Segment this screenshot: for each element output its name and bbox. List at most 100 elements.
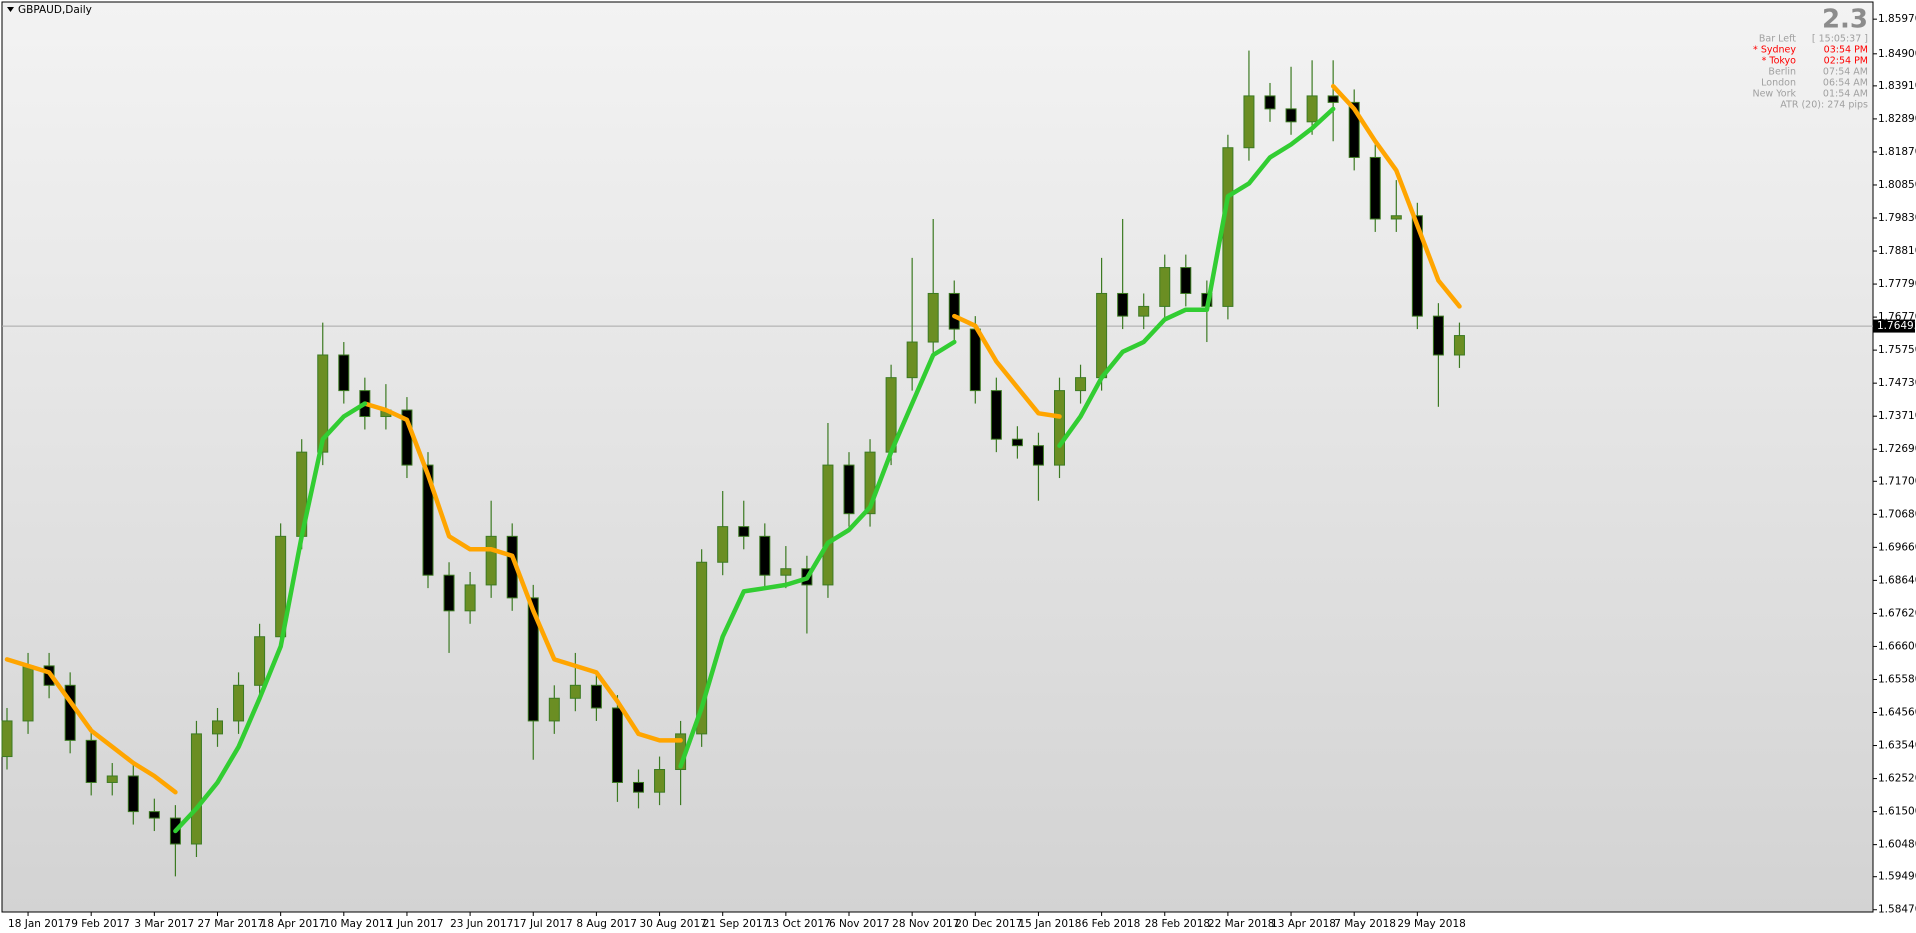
candle-body bbox=[1453, 335, 1465, 356]
candle-body bbox=[948, 292, 960, 330]
info-value: 02:54 PM bbox=[1824, 56, 1868, 67]
x-tick-label: 3 Mar 2017 bbox=[134, 918, 194, 930]
candle-body bbox=[1032, 445, 1044, 466]
info-value: 06:54 AM bbox=[1823, 78, 1868, 89]
candle-body bbox=[233, 684, 245, 722]
x-tick-label: 22 Mar 2018 bbox=[1208, 918, 1275, 930]
candle-body bbox=[1, 720, 13, 758]
y-tick-label: 1.67620 bbox=[1878, 607, 1916, 619]
x-tick-label: 9 Feb 2017 bbox=[71, 918, 130, 930]
candle-body bbox=[654, 769, 666, 793]
candle-body bbox=[1011, 438, 1023, 447]
candle-body bbox=[22, 665, 34, 722]
candle-body bbox=[338, 354, 350, 392]
candle-body bbox=[548, 697, 560, 722]
y-tick-label: 1.69660 bbox=[1878, 541, 1916, 553]
x-tick-label: 18 Apr 2017 bbox=[261, 918, 326, 930]
info-label: * Sydney bbox=[1753, 45, 1796, 56]
axes: 1.58470 1.59490 1.60480 1.61500 1.62520 1.635… bbox=[8, 13, 1916, 930]
y-tick-label: 1.58470 bbox=[1878, 904, 1916, 916]
x-tick-label: 20 Dec 2017 bbox=[955, 918, 1022, 930]
candle-body bbox=[927, 292, 939, 343]
x-tick-label: 13 Apr 2018 bbox=[1271, 918, 1336, 930]
candle-body bbox=[443, 574, 455, 612]
y-tick-label: 1.79830 bbox=[1878, 212, 1916, 224]
y-tick-label: 1.72690 bbox=[1878, 443, 1916, 455]
x-tick-label: 28 Nov 2017 bbox=[892, 918, 959, 930]
y-tick-label: 1.60480 bbox=[1878, 839, 1916, 851]
candle-body bbox=[843, 464, 855, 515]
indicator-line bbox=[173, 106, 1336, 834]
candle-body bbox=[1327, 95, 1339, 103]
candle-body bbox=[780, 568, 792, 576]
y-tick-label: 1.66600 bbox=[1878, 640, 1916, 652]
y-tick-label: 1.59490 bbox=[1878, 871, 1916, 883]
y-tick-label: 1.74730 bbox=[1878, 377, 1916, 389]
candle-body bbox=[1096, 292, 1108, 379]
y-tick-label: 1.84900 bbox=[1878, 48, 1916, 60]
candle-body bbox=[822, 464, 834, 586]
candle-body bbox=[212, 720, 223, 735]
info-panel: 2.3 Bar Left [ 15:05:37 ] * Sydney 03:54 PM… bbox=[1752, 5, 1868, 111]
y-tick-label: 1.77790 bbox=[1878, 278, 1916, 290]
candle-body bbox=[717, 526, 729, 563]
candle-body bbox=[1075, 377, 1087, 392]
x-tick-label: 30 Aug 2017 bbox=[640, 918, 707, 930]
y-tick-label: 1.71700 bbox=[1878, 475, 1916, 487]
candle-body bbox=[85, 739, 97, 783]
candle-body bbox=[1054, 390, 1065, 466]
x-tick-label: 8 Aug 2017 bbox=[576, 918, 637, 930]
x-tick-label: 27 Mar 2017 bbox=[198, 918, 265, 930]
x-tick-label: 28 Feb 2018 bbox=[1145, 918, 1210, 930]
candle-body bbox=[106, 775, 118, 783]
plot-area bbox=[1, 1, 1874, 913]
x-tick-label: 13 Oct 2017 bbox=[766, 918, 831, 930]
info-label: Berlin bbox=[1768, 67, 1796, 78]
y-tick-label: 1.78810 bbox=[1878, 245, 1916, 257]
candles bbox=[1, 50, 1465, 877]
info-value: 03:54 PM bbox=[1824, 45, 1868, 56]
info-value: 01:54 AM bbox=[1823, 89, 1868, 100]
y-tick-label: 1.80850 bbox=[1878, 179, 1916, 191]
info-label: Bar Left bbox=[1759, 34, 1796, 45]
current-price-box bbox=[1873, 319, 1915, 333]
atr-label: ATR (20): 274 pips bbox=[1780, 100, 1868, 111]
candle-body bbox=[906, 341, 918, 379]
info-label: New York bbox=[1752, 89, 1796, 100]
y-tick-label: 1.65580 bbox=[1878, 673, 1916, 685]
x-tick-label: 6 Feb 2018 bbox=[1082, 918, 1141, 930]
candle-body bbox=[696, 561, 708, 735]
candle-body bbox=[1285, 108, 1297, 123]
info-value: 07:54 AM bbox=[1823, 67, 1868, 78]
candle-body bbox=[1348, 101, 1360, 158]
y-tick-label: 1.70680 bbox=[1878, 508, 1916, 520]
x-tick-label: 15 Jan 2018 bbox=[1018, 918, 1081, 930]
y-tick-label: 1.81870 bbox=[1878, 146, 1916, 158]
y-tick-label: 1.64560 bbox=[1878, 707, 1916, 719]
y-tick-label: 1.63540 bbox=[1878, 740, 1916, 752]
candle-body bbox=[485, 535, 497, 586]
y-tick-label: 1.85970 bbox=[1878, 13, 1916, 25]
y-tick-label: 1.68640 bbox=[1878, 574, 1916, 586]
candle-body bbox=[1243, 95, 1255, 149]
collapse-icon[interactable] bbox=[7, 7, 14, 12]
candle-body bbox=[1117, 292, 1129, 317]
x-tick-label: 6 Nov 2017 bbox=[829, 918, 890, 930]
candle-body bbox=[1264, 95, 1276, 110]
candle-body bbox=[317, 354, 329, 453]
candle-body bbox=[254, 636, 266, 686]
candle-body bbox=[1390, 215, 1402, 220]
x-tick-label: 17 Jul 2017 bbox=[513, 918, 572, 930]
candle-body bbox=[864, 451, 876, 515]
candle-body bbox=[64, 684, 76, 741]
x-tick-label: 18 Jan 2017 bbox=[8, 918, 71, 930]
version: 2.3 bbox=[1822, 5, 1868, 35]
y-tick-label: 1.73710 bbox=[1878, 410, 1916, 422]
candle-body bbox=[148, 811, 160, 819]
candle-body bbox=[633, 781, 644, 793]
candle-body bbox=[990, 390, 1002, 440]
info-value: [ 15:05:37 ] bbox=[1812, 34, 1868, 45]
candle-body bbox=[1369, 156, 1381, 220]
